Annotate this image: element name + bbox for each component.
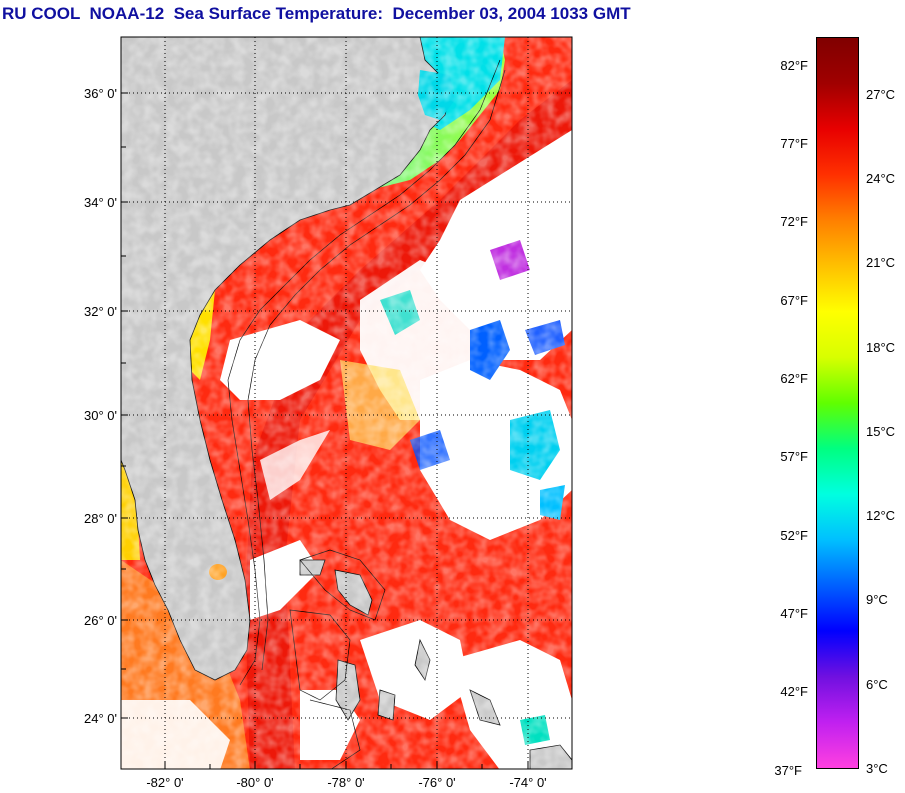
cb-label-52f: 52°F <box>780 528 808 543</box>
map-panel <box>121 37 572 769</box>
cb-label-24c: 24°C <box>866 171 896 186</box>
lat-label-34: 34° 0' <box>84 195 117 210</box>
cb-label-21c: 21°C <box>866 255 896 270</box>
lon-label-76: -76° 0' <box>418 775 456 790</box>
map-title: RU COOL NOAA-12 Sea Surface Temperature:… <box>2 4 631 23</box>
cb-label-67f: 67°F <box>780 293 808 308</box>
lat-label-28: 28° 0' <box>84 511 117 526</box>
lat-label-32: 32° 0' <box>84 304 117 319</box>
lat-label-30: 30° 0' <box>84 408 117 423</box>
cb-label-42f: 42°F <box>780 684 808 699</box>
cb-label-15c: 15°C <box>866 424 896 439</box>
cb-label-18c: 18°C <box>866 340 896 355</box>
cb-label-77f: 77°F <box>780 136 808 151</box>
cb-label-62f: 62°F <box>780 371 808 386</box>
cb-label-72f: 72°F <box>780 214 808 229</box>
cb-label-12c: 12°C <box>866 508 896 523</box>
temperature-colorbar <box>816 37 859 769</box>
axis-ticks <box>121 92 529 769</box>
lat-label-36: 36° 0' <box>84 86 117 101</box>
lat-label-26: 26° 0' <box>84 613 117 628</box>
lon-label-82: -82° 0' <box>146 775 184 790</box>
cb-label-57f: 57°F <box>780 449 808 464</box>
cb-label-82f: 82°F <box>780 58 808 73</box>
lon-label-74: -74° 0' <box>509 775 547 790</box>
cb-label-9c: 9°C <box>866 592 888 607</box>
cb-label-6c: 6°C <box>866 677 888 692</box>
lon-label-78: -78° 0' <box>327 775 365 790</box>
cb-label-3c: 3°C <box>866 761 888 776</box>
cb-label-37f: 37°F <box>774 763 802 778</box>
lat-label-24: 24° 0' <box>84 711 117 726</box>
cb-label-27c: 27°C <box>866 87 896 102</box>
lon-label-80: -80° 0' <box>236 775 274 790</box>
cb-label-47f: 47°F <box>780 606 808 621</box>
